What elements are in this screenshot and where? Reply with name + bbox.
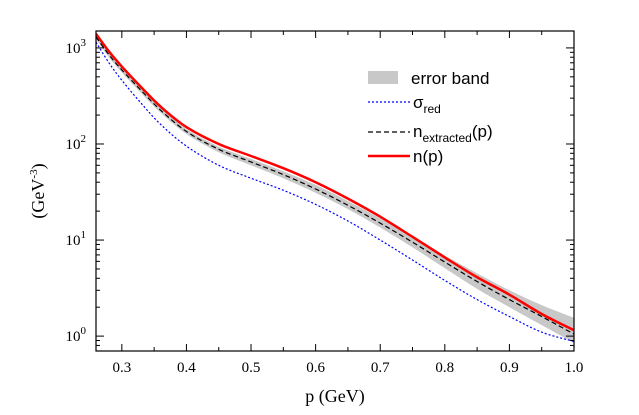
y-axis-title: (GeV-3) — [28, 163, 49, 218]
x-tick-label: 0.8 — [435, 360, 454, 376]
legend-label-error-band: error band — [411, 69, 489, 88]
series-line-next — [96, 36, 574, 335]
x-tick-label: 0.6 — [306, 360, 325, 376]
series-line-sigma — [96, 41, 574, 343]
x-tick-label: 0.4 — [177, 360, 196, 376]
legend-label-n-extracted: nextracted(p) — [413, 122, 493, 145]
series-line-n — [96, 33, 574, 332]
plot-frame — [95, 30, 575, 352]
y-tick-label: 102 — [66, 133, 87, 153]
x-axis-title: p (GeV) — [305, 386, 364, 407]
x-tick-label: 1.0 — [565, 360, 584, 376]
x-tick-label: 0.5 — [242, 360, 261, 376]
y-tick-label: 100 — [66, 325, 87, 345]
legend: error band σred nextracted(p) n(p) — [368, 69, 493, 166]
legend-label-n-p: n(p) — [413, 147, 443, 166]
error-band — [96, 34, 574, 343]
x-tick-label: 0.9 — [500, 360, 519, 376]
y-tick-label: 101 — [66, 229, 87, 249]
legend-swatch-error-band — [368, 71, 398, 84]
x-tick-label: 0.7 — [371, 360, 390, 376]
y-tick-label: 103 — [66, 37, 87, 57]
x-tick-label: 0.3 — [112, 360, 131, 376]
legend-label-sigma-red: σred — [413, 93, 441, 116]
